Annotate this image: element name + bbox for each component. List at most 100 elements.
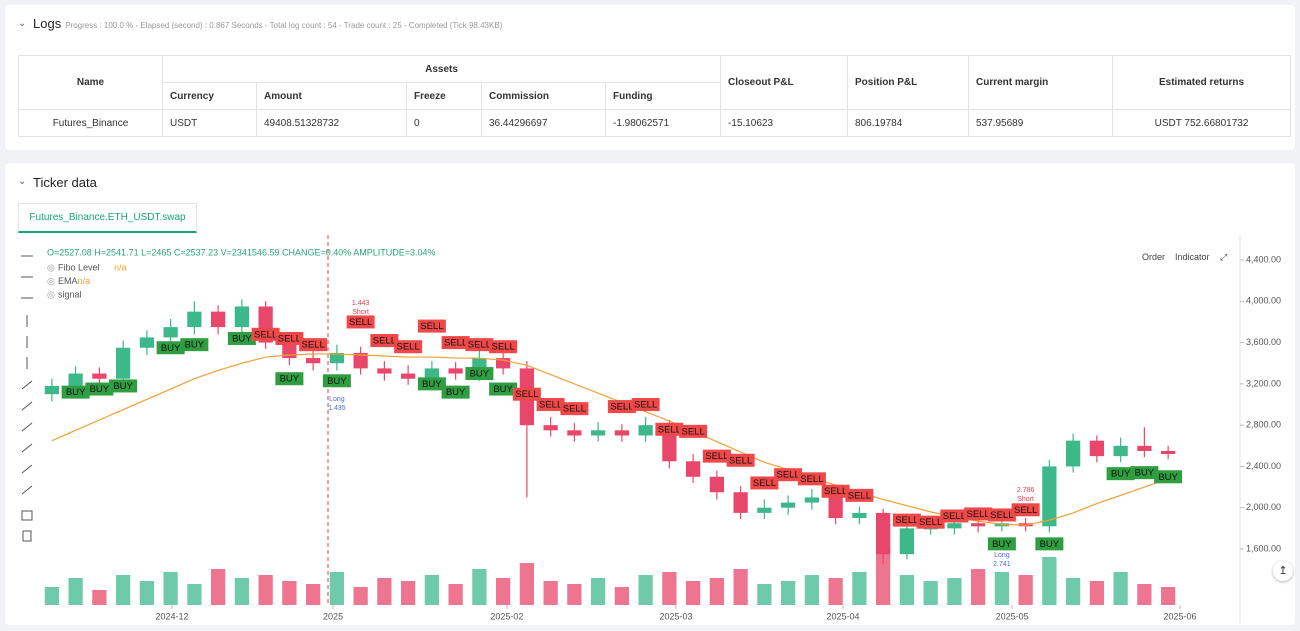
signal-box bbox=[726, 453, 755, 467]
x-tick-label: 2025 bbox=[323, 611, 343, 621]
trade-annotation: 1.443 bbox=[352, 300, 370, 307]
signal-box bbox=[940, 509, 969, 523]
indicator-button[interactable]: Indicator bbox=[1175, 252, 1210, 262]
legend-name: Fibo Level bbox=[58, 262, 100, 272]
cell: 36.44296697 bbox=[481, 109, 606, 137]
signal-label: SELL bbox=[753, 478, 776, 489]
signal-label: SELL bbox=[967, 509, 990, 520]
signal-label: BUY bbox=[185, 340, 205, 351]
candle-body bbox=[68, 373, 83, 386]
signal-label: BUY bbox=[446, 387, 466, 398]
subheader: Commission bbox=[481, 82, 606, 110]
legend-value: n/a bbox=[78, 276, 91, 286]
signal-box bbox=[489, 340, 518, 354]
signal-label: SELL bbox=[397, 342, 420, 353]
y-tick-label: 2,400.00 bbox=[1246, 461, 1281, 471]
fullscreen-button[interactable]: ⤢ bbox=[1220, 252, 1228, 262]
candle-body bbox=[757, 507, 772, 513]
y-tick-label: 3,600.00 bbox=[1246, 337, 1281, 347]
signal-label: SELL bbox=[729, 455, 752, 466]
candle-body bbox=[1161, 450, 1176, 455]
signal-box bbox=[987, 537, 1016, 551]
signal-label: SELL bbox=[302, 340, 325, 351]
signal-box bbox=[702, 449, 731, 463]
y-tick-label: 2,800.00 bbox=[1246, 420, 1281, 430]
cell: 806.19784 bbox=[847, 109, 969, 137]
candle-body bbox=[401, 373, 416, 379]
x-tick-label: 2025-02 bbox=[490, 611, 523, 621]
trade-annotation: 2.786 bbox=[1017, 487, 1035, 494]
volume-bar bbox=[187, 584, 202, 605]
signal-label: SELL bbox=[492, 342, 515, 353]
signal-label: SELL bbox=[919, 517, 942, 528]
candle-body bbox=[709, 476, 724, 493]
signal-label: BUY bbox=[66, 387, 86, 398]
collapse-icon[interactable]: ⌄ bbox=[18, 176, 27, 187]
volume-bar bbox=[92, 590, 107, 605]
collapse-icon[interactable]: ⌄ bbox=[18, 18, 27, 29]
subheader: Amount bbox=[256, 82, 407, 110]
signal-box bbox=[1106, 467, 1135, 481]
cell: 537.95689 bbox=[968, 109, 1113, 137]
order-button[interactable]: Order bbox=[1142, 252, 1166, 262]
signal-box bbox=[394, 340, 423, 354]
signal-label: SELL bbox=[1014, 505, 1037, 516]
trade-annotation: Short bbox=[352, 309, 369, 316]
candle-body bbox=[139, 337, 154, 348]
signal-box bbox=[797, 472, 826, 486]
signal-box bbox=[465, 338, 494, 352]
x-tick-label: 2024-12 bbox=[156, 611, 189, 621]
legend-eye: ◎ bbox=[47, 276, 55, 286]
candle-body bbox=[329, 352, 344, 364]
volume-bar bbox=[306, 584, 321, 605]
scroll-top-button[interactable]: ↥ bbox=[1273, 561, 1293, 581]
candle-body bbox=[1137, 445, 1152, 451]
candle-body bbox=[282, 342, 297, 359]
signal-box bbox=[85, 382, 114, 396]
legend-value: n/a bbox=[114, 262, 127, 272]
cell: -1.98062571 bbox=[605, 109, 721, 137]
signal-label: SELL bbox=[373, 336, 396, 347]
signal-box bbox=[560, 402, 589, 416]
drawing-toolbar[interactable] bbox=[21, 255, 33, 542]
volume-bar bbox=[876, 548, 891, 605]
signal-box bbox=[251, 327, 280, 341]
signal-box bbox=[299, 338, 328, 352]
ema-line bbox=[51, 353, 1169, 526]
volume-bar bbox=[733, 569, 748, 605]
y-tick-label: 2,000.00 bbox=[1246, 502, 1281, 512]
volume-bar bbox=[709, 578, 724, 605]
candle-body bbox=[377, 368, 392, 374]
signal-box bbox=[845, 488, 874, 502]
signal-label: SELL bbox=[539, 400, 562, 411]
signal-label: BUY bbox=[161, 343, 181, 354]
signal-box bbox=[322, 374, 351, 388]
volume-bar bbox=[377, 578, 392, 605]
signal-box bbox=[465, 367, 494, 381]
candle-body bbox=[852, 512, 867, 519]
signal-label: SELL bbox=[800, 474, 823, 485]
candle-body bbox=[353, 352, 368, 369]
signal-label: BUY bbox=[992, 539, 1012, 550]
signal-box bbox=[441, 336, 470, 350]
volume-bar bbox=[614, 587, 629, 605]
volume-bar bbox=[401, 581, 416, 605]
signal-label: SELL bbox=[895, 515, 918, 526]
legend-name: signal bbox=[58, 289, 82, 299]
candle-body bbox=[614, 430, 629, 436]
volume-bar bbox=[139, 581, 154, 605]
volume-bar bbox=[899, 575, 914, 605]
volume-bar bbox=[662, 572, 677, 605]
signal-label: SELL bbox=[990, 510, 1013, 521]
legend-name: EMA bbox=[58, 276, 78, 286]
signal-box bbox=[679, 424, 708, 438]
volume-bar bbox=[424, 575, 439, 605]
signal-box bbox=[987, 508, 1016, 522]
signal-box bbox=[1154, 470, 1183, 484]
candle-body bbox=[424, 368, 439, 379]
signal-box bbox=[417, 377, 446, 391]
ticker-tab[interactable]: Futures_Binance.ETH_USDT.swap bbox=[18, 203, 197, 233]
volume-bar bbox=[496, 578, 511, 605]
signal-label: SELL bbox=[848, 490, 871, 501]
